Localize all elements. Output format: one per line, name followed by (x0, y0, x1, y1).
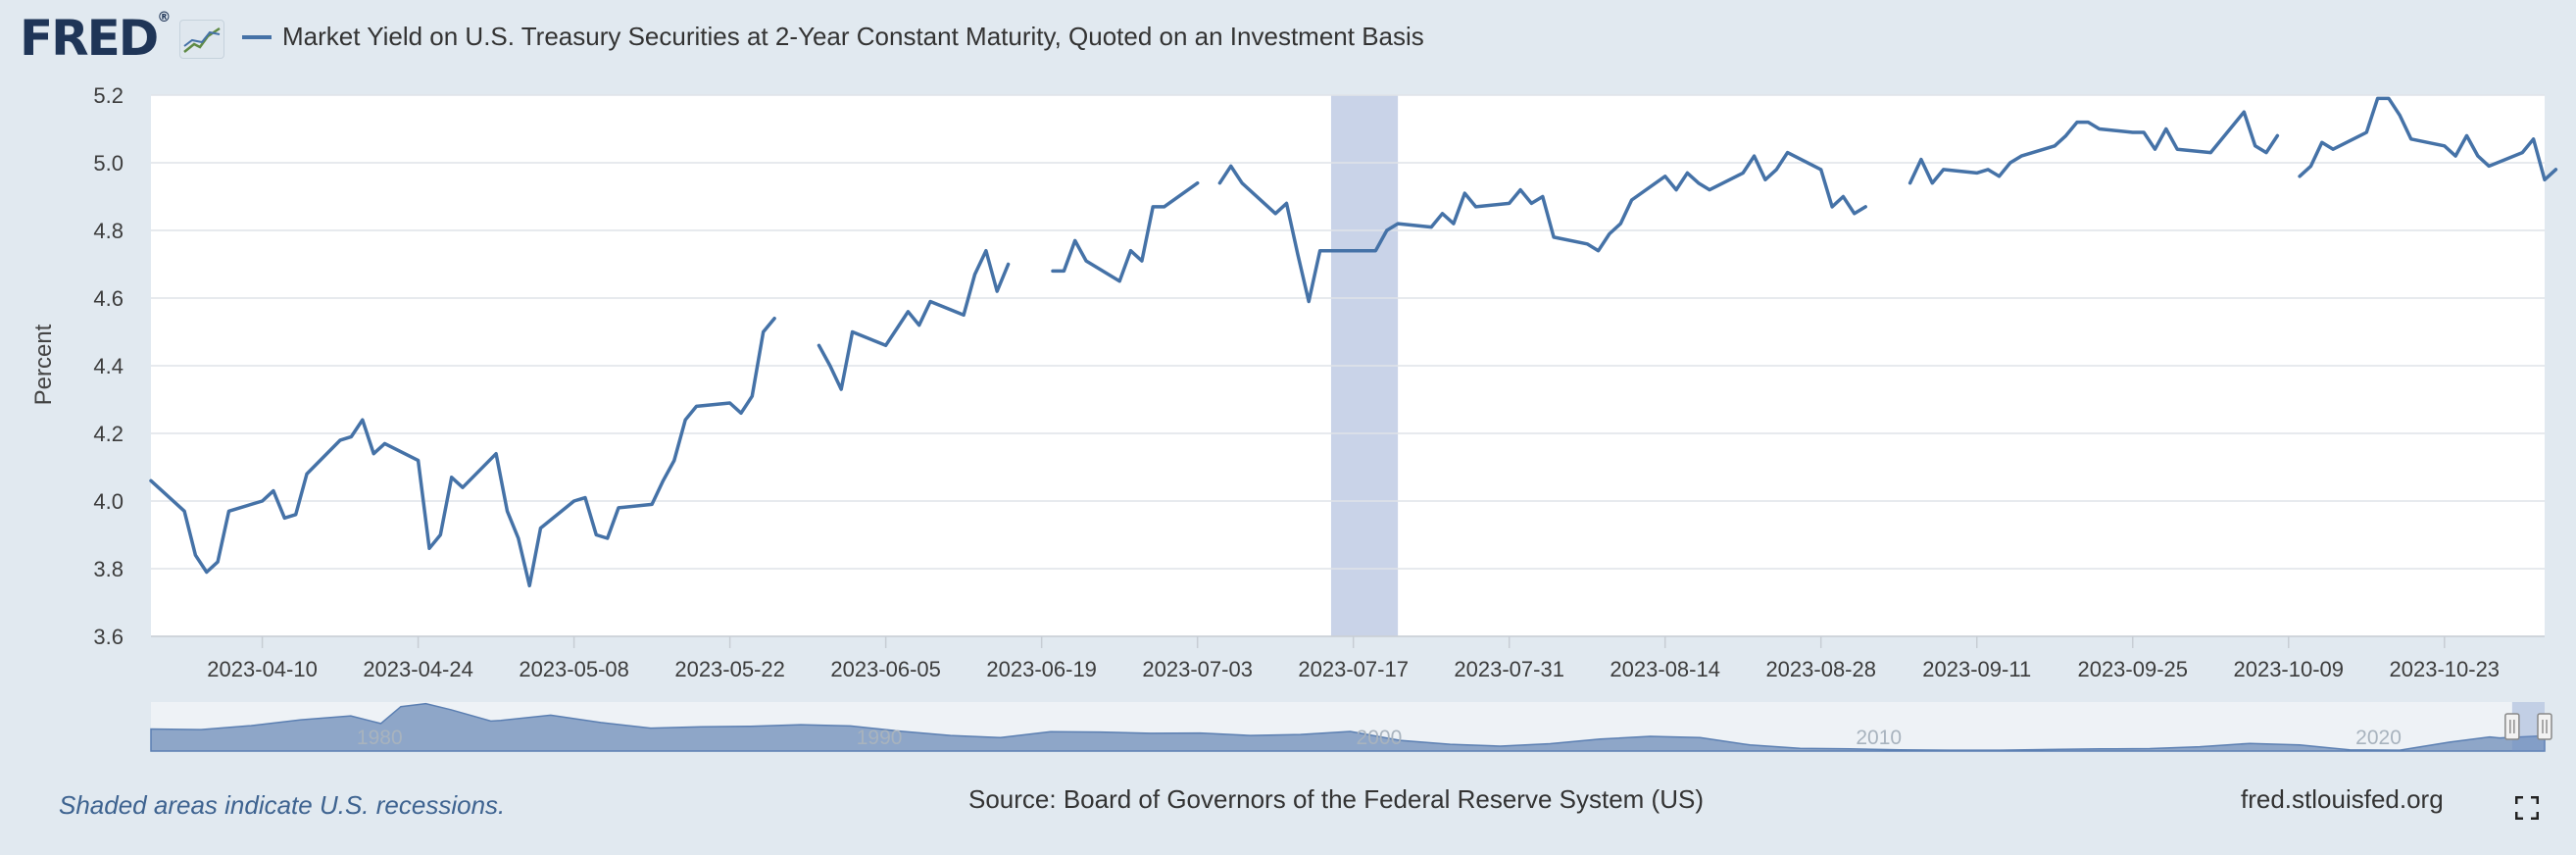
navigator-tick-label: 2010 (1856, 727, 1902, 749)
series-line (2298, 96, 2558, 182)
y-tick-label: 4.2 (93, 422, 124, 446)
x-tick-label: 2023-09-11 (1922, 657, 2031, 681)
y-tick-label: 4.4 (93, 354, 124, 378)
x-tick-label: 2023-04-24 (363, 657, 473, 681)
x-tick-label: 2023-10-23 (2390, 657, 2501, 681)
y-axis-title: Percent (30, 324, 57, 405)
navigator-handle[interactable] (2537, 713, 2552, 740)
x-tick-label: 2023-06-05 (830, 657, 941, 681)
x-tick-label: 2023-07-17 (1298, 657, 1409, 681)
x-tick-label: 2023-06-19 (986, 657, 1097, 681)
series-line (817, 248, 1011, 391)
navigator-tick-label: 1980 (357, 727, 403, 749)
series-line (1051, 180, 1200, 283)
navigator-handle[interactable] (2504, 713, 2520, 740)
x-tick-label: 2023-09-25 (2077, 657, 2188, 681)
fred-logo[interactable]: FRED® (20, 10, 171, 67)
site-link[interactable]: fred.stlouisfed.org (2241, 784, 2444, 814)
x-tick-label: 2023-08-28 (1765, 657, 1876, 681)
chart-header: FRED® Market Yield on U.S. Treasury Secu… (0, 0, 2576, 78)
x-tick-label: 2023-08-14 (1610, 657, 1720, 681)
navigator-area (150, 702, 2546, 752)
y-tick-label: 3.6 (93, 625, 124, 649)
series-title[interactable]: Market Yield on U.S. Treasury Securities… (282, 22, 1424, 51)
navigator-tick-label: 2020 (2355, 727, 2402, 749)
y-tick-label: 5.2 (93, 83, 124, 108)
x-tick-label: 2023-10-09 (2233, 657, 2344, 681)
source-text: Source: Board of Governors of the Federa… (968, 784, 1704, 814)
series-line (149, 316, 776, 588)
fullscreen-icon[interactable] (2514, 795, 2540, 821)
y-tick-label: 4.0 (93, 489, 124, 514)
legend-swatch (242, 35, 272, 39)
y-tick-label: 4.6 (93, 286, 124, 311)
y-tick-label: 5.0 (93, 151, 124, 176)
x-tick-label: 2023-07-03 (1142, 657, 1253, 681)
y-tick-label: 3.8 (93, 557, 124, 581)
y-tick-label: 4.8 (93, 219, 124, 243)
recession-note: Shaded areas indicate U.S. recessions. (59, 790, 506, 820)
x-tick-label: 2023-05-22 (674, 657, 785, 681)
x-tick-label: 2023-07-31 (1454, 657, 1564, 681)
navigator-tick-label: 2000 (1357, 727, 1403, 749)
series-line (1217, 150, 1867, 304)
x-tick-label: 2023-04-10 (207, 657, 318, 681)
series-line (1907, 110, 2280, 185)
chart-icon[interactable] (179, 20, 224, 59)
x-tick-label: 2023-05-08 (519, 657, 629, 681)
navigator-tick-label: 1990 (857, 727, 903, 749)
